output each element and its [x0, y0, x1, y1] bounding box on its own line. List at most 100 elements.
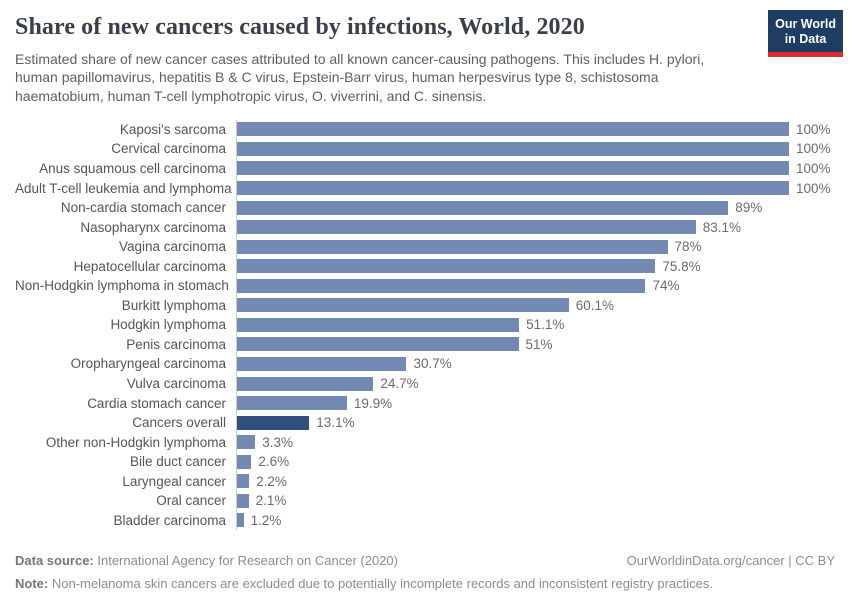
bar-row: Kaposi's sarcoma 100% [15, 119, 850, 140]
bar-value: 13.1% [316, 415, 355, 431]
bar-value: 83.1% [702, 219, 741, 235]
bar[interactable] [237, 239, 668, 254]
bar[interactable] [237, 435, 256, 450]
bar-label: Vulva carcinoma [126, 376, 226, 391]
note-label: Note: [15, 576, 49, 591]
owid-logo-line2: in Data [784, 31, 827, 46]
bar-track: 19.9% [236, 393, 850, 413]
bar-track: 1.2% [236, 510, 850, 531]
bar-row: Hepatocellular carcinoma 75.8% [15, 256, 850, 276]
bar-row: Laryngeal cancer 2.2% [15, 471, 850, 492]
bar-row: Oral cancer 2.1% [15, 491, 850, 511]
chart-footer: Data source: International Agency for Re… [15, 553, 835, 591]
bar-value: 78% [674, 239, 702, 255]
bar-row: Bile duct cancer 2.6% [15, 451, 850, 472]
bar-value: 89% [735, 200, 763, 216]
bar[interactable] [237, 317, 520, 332]
datasource-label: Data source: [15, 553, 94, 568]
bar[interactable] [237, 356, 407, 371]
bar[interactable] [237, 376, 374, 391]
bar-row: Vagina carcinoma 78% [15, 236, 850, 257]
bar-label: Burkitt lymphoma [121, 297, 226, 313]
bar-row: Adult T-cell leukemia and lymphoma 100% [15, 178, 850, 198]
bar-label: Hodgkin lymphoma [110, 317, 226, 333]
bar-track: 60.1% [236, 295, 850, 316]
bar[interactable] [237, 181, 789, 196]
bar[interactable] [237, 298, 569, 313]
chart-header: Share of new cancers caused by infection… [0, 0, 850, 106]
bar-row: Burkitt lymphoma 60.1% [15, 295, 850, 316]
bar-label: Cardia stomach cancer [87, 395, 226, 411]
bar-label: Other non-Hodgkin lymphoma [45, 434, 226, 450]
bar-rows: Kaposi's sarcoma 100% Cervical carcinoma 10… [15, 119, 850, 531]
bar-row: Hodgkin lymphoma 51.1% [15, 315, 850, 335]
bar-label: Nasopharynx carcinoma [80, 219, 226, 235]
bar-label: Non-Hodgkin lymphoma in stomach [15, 278, 229, 294]
bar-label: Cervical carcinoma [111, 141, 226, 157]
bar-track: 2.1% [236, 491, 850, 511]
bar-row: Bladder carcinoma 1.2% [15, 510, 850, 531]
note-text: Non-melanoma skin cancers are excluded d… [48, 576, 713, 591]
bar-row: Cervical carcinoma 100% [15, 139, 850, 159]
bar-value: 2.2% [256, 473, 287, 489]
bar-value: 2.6% [258, 454, 290, 470]
bar-track: 100% [236, 119, 850, 140]
bar[interactable] [237, 122, 789, 137]
bar-value: 74% [652, 278, 680, 294]
bar-label: Cancers overall [132, 415, 226, 431]
bar-track: 78% [236, 236, 850, 257]
bar-track: 74% [236, 276, 850, 296]
bar[interactable] [237, 220, 696, 235]
bar-label: Anus squamous cell carcinoma [39, 160, 226, 176]
bar[interactable] [237, 259, 656, 274]
bar-value: 100% [796, 180, 831, 196]
bar[interactable] [237, 278, 646, 293]
bar-value: 2.1% [255, 493, 287, 509]
citation-link[interactable]: OurWorldinData.org/cancer | CC BY [626, 553, 835, 568]
bar-track: 24.7% [236, 373, 850, 394]
page-title: Share of new cancers caused by infection… [15, 14, 585, 40]
bar-value: 3.3% [262, 434, 293, 450]
bar-label: Non-cardia stomach cancer [60, 200, 226, 216]
bar-row: Other non-Hodgkin lymphoma 3.3% [15, 432, 850, 452]
bar-label: Kaposi's sarcoma [119, 121, 226, 137]
bar-track: 100% [236, 158, 850, 179]
bar-track: 2.6% [236, 451, 850, 472]
bar-label: Vagina carcinoma [118, 239, 226, 255]
bar-label: Hepatocellular carcinoma [73, 258, 226, 274]
bar-row: Vulva carcinoma 24.7% [15, 373, 850, 394]
owid-logo[interactable]: Our World in Data [768, 10, 843, 57]
bar-track: 3.3% [236, 432, 850, 452]
bar[interactable] [237, 513, 244, 528]
bar-value: 100% [796, 121, 831, 137]
bar[interactable] [237, 493, 249, 508]
bar-track: 2.2% [236, 471, 850, 492]
bar[interactable] [237, 200, 729, 215]
datasource-row: Data source: International Agency for Re… [15, 553, 835, 568]
bar-row: Penis carcinoma 51% [15, 334, 850, 355]
bar-track: 83.1% [236, 217, 850, 237]
bar-label: Bladder carcinoma [113, 512, 226, 528]
bar-value: 1.2% [250, 512, 282, 528]
bar[interactable] [237, 396, 347, 411]
bar-chart: Kaposi's sarcoma 100% Cervical carcinoma 10… [0, 119, 850, 531]
bar-row: Non-Hodgkin lymphoma in stomach 74% [15, 276, 850, 296]
bar-track: 51.1% [236, 315, 850, 335]
bar[interactable] [237, 454, 252, 469]
bar-label: Laryngeal cancer [122, 473, 226, 489]
bar-track: 100% [236, 139, 850, 159]
bar-track: 30.7% [236, 354, 850, 374]
bar-value: 75.8% [662, 258, 701, 274]
bar[interactable] [237, 141, 789, 156]
bar[interactable] [237, 415, 310, 430]
bar[interactable] [237, 337, 519, 352]
note-row: Note: Non-melanoma skin cancers are excl… [15, 576, 835, 591]
bar-label: Bile duct cancer [129, 454, 226, 470]
bar-track: 51% [236, 334, 850, 355]
bar[interactable] [237, 161, 789, 176]
bar[interactable] [237, 474, 250, 489]
bar-row: Nasopharynx carcinoma 83.1% [15, 217, 850, 237]
bar-value: 60.1% [575, 297, 615, 313]
bar-row: Oropharyngeal carcinoma 30.7% [15, 354, 850, 374]
